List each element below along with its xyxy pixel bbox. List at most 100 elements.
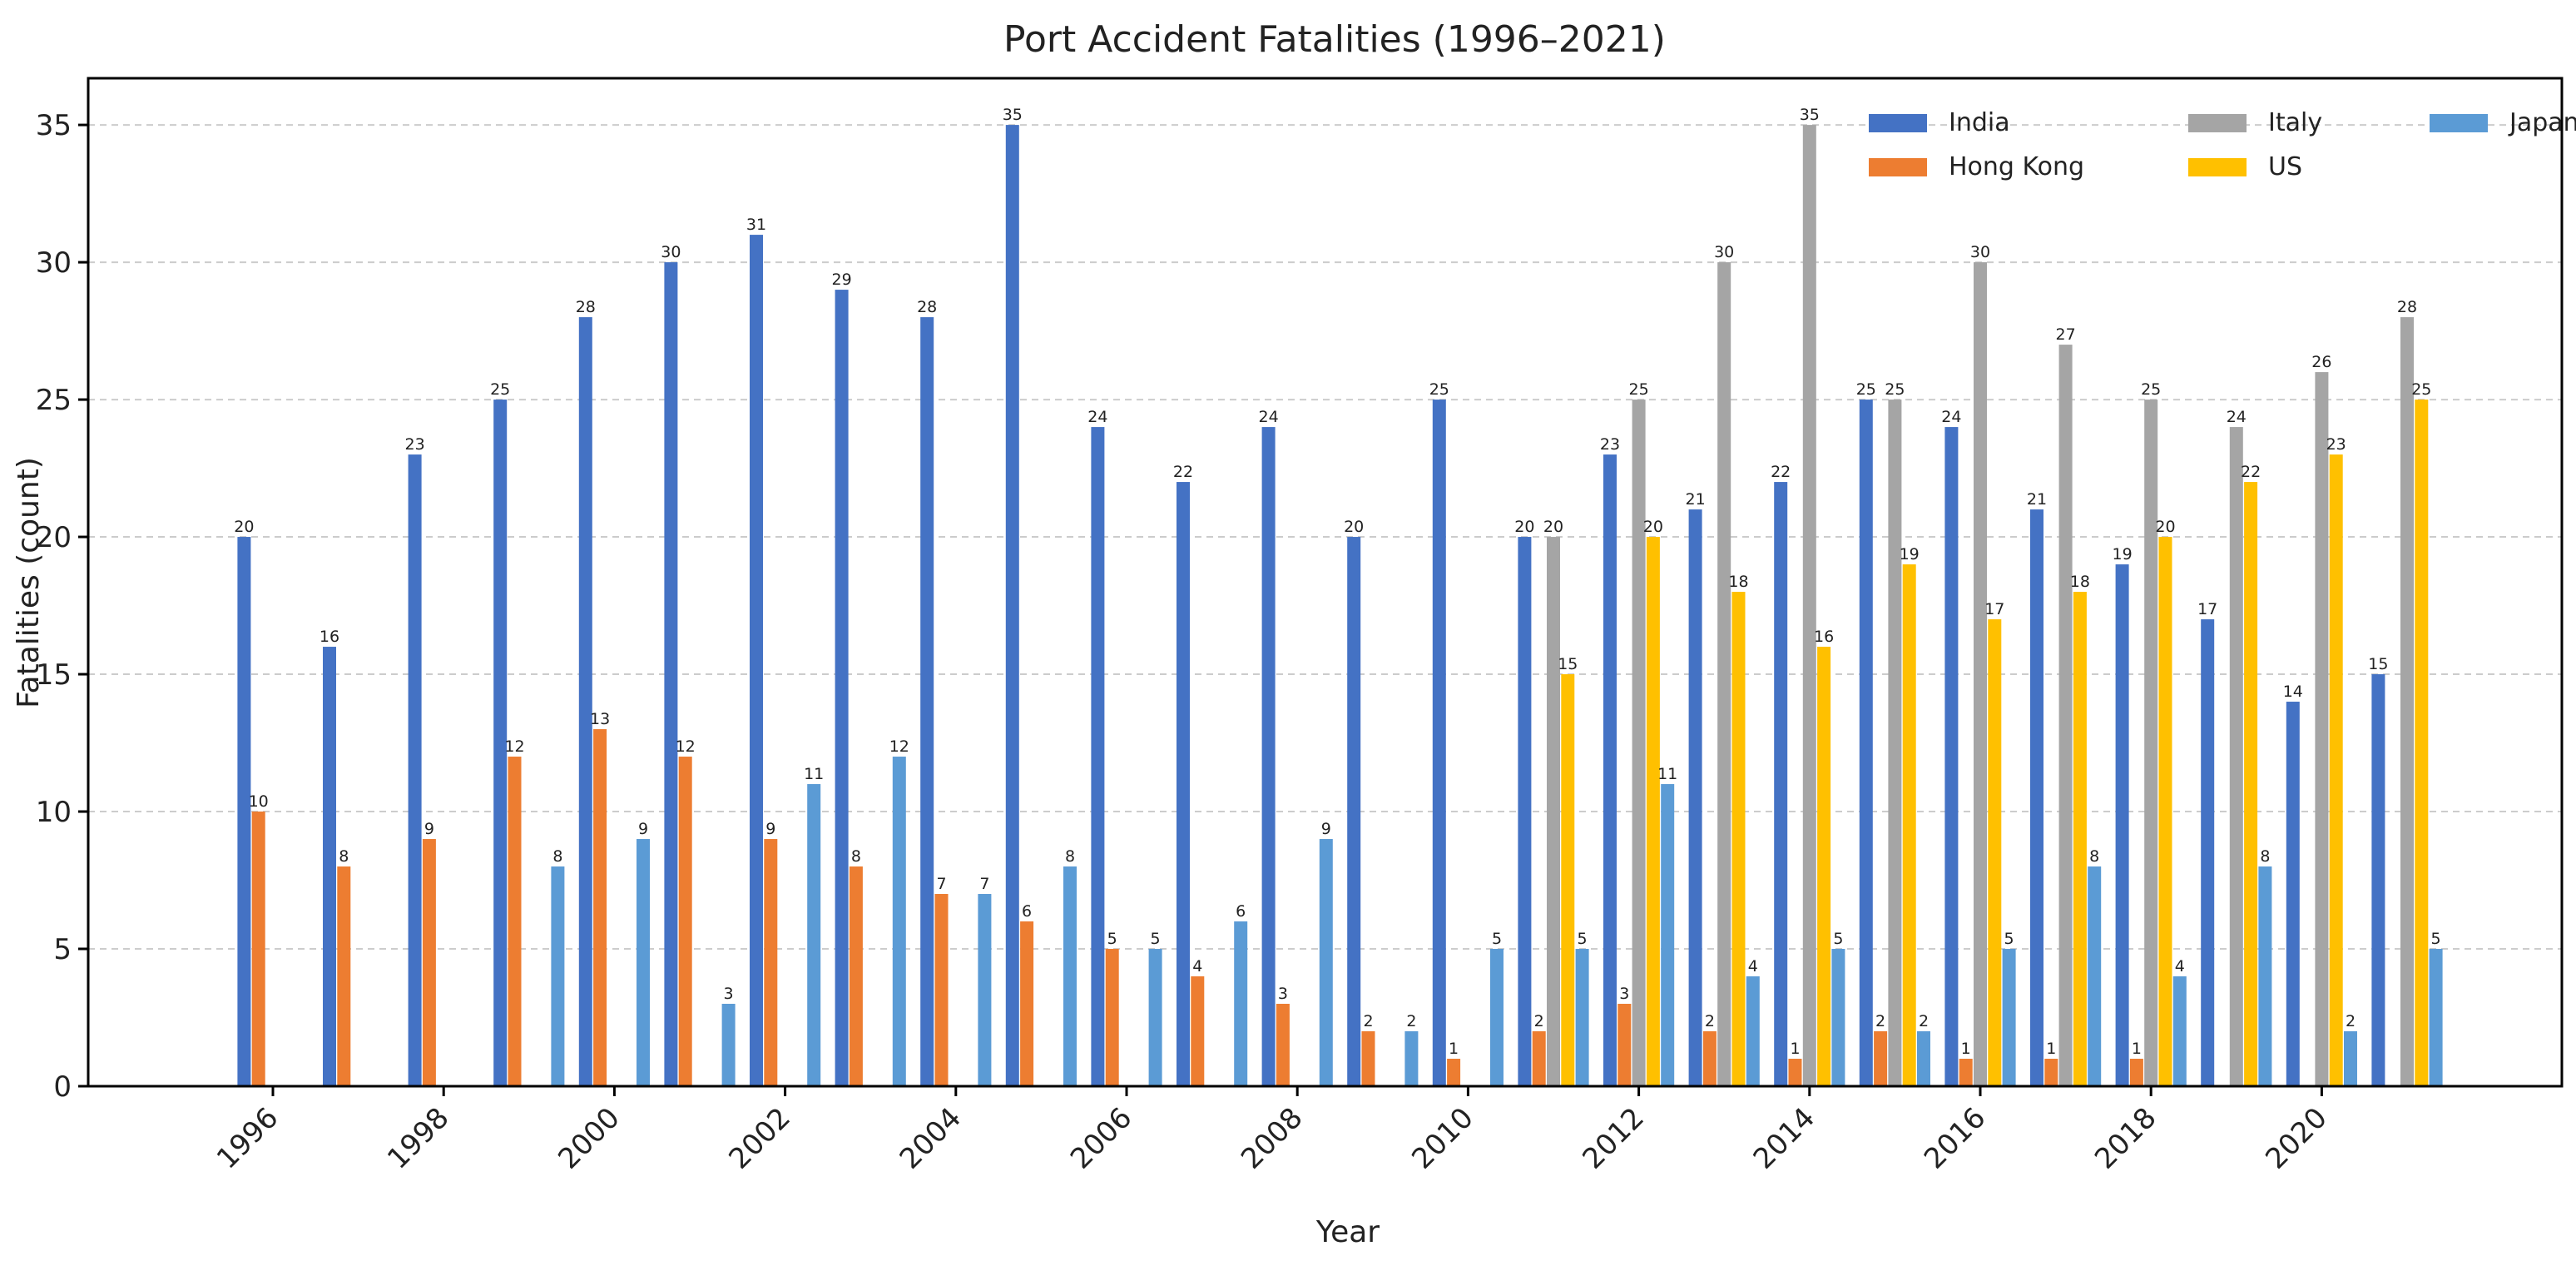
bar-india-1996 (237, 537, 251, 1086)
bar-india-2002 (750, 235, 763, 1086)
legend-label-japan: Japan (2508, 108, 2576, 137)
value-label-japan-2008: 9 (1321, 820, 1331, 838)
y-tick-label-0: 0 (53, 1070, 72, 1104)
bar-hong-kong-2006 (1105, 949, 1119, 1086)
value-label-hong-kong-2008: 3 (1278, 985, 1288, 1003)
bar-india-2020 (2286, 702, 2300, 1086)
value-label-italy-2011: 20 (1543, 518, 1563, 536)
value-label-us-2012: 20 (1643, 518, 1663, 536)
x-tick-label-3: 2002 (722, 1101, 796, 1175)
y-tick-label-1: 5 (53, 933, 72, 966)
bar-japan-2008 (1319, 839, 1333, 1086)
value-label-india-2008: 24 (1259, 408, 1279, 426)
bar-japan-2019 (2258, 866, 2272, 1086)
value-label-japan-2002: 11 (804, 765, 824, 783)
value-label-japan-2011: 5 (1578, 930, 1588, 948)
bar-italy-2019 (2229, 427, 2243, 1086)
bar-us-2012 (1646, 537, 1660, 1086)
value-label-hong-kong-2018: 1 (2132, 1040, 2142, 1058)
value-label-india-2003: 29 (832, 271, 852, 289)
x-tick-label-4: 2004 (894, 1101, 968, 1175)
bar-japan-2020 (2344, 1031, 2357, 1086)
value-label-hong-kong-2000: 13 (590, 710, 610, 728)
bar-italy-2017 (2058, 345, 2073, 1086)
x-tick-label-10: 2016 (1918, 1101, 1992, 1175)
value-label-us-2015: 19 (1900, 545, 1920, 563)
legend-label-us: US (2268, 152, 2302, 181)
bar-hong-kong-2000 (593, 729, 607, 1086)
y-axis-ticks: 0 5 10 15 20 25 30 35 (36, 109, 88, 1104)
legend-label-italy: Italy (2268, 108, 2322, 137)
value-label-hong-kong-2009: 2 (1363, 1012, 1373, 1030)
value-label-hong-kong-2006: 5 (1107, 930, 1117, 948)
value-label-japan-2021: 5 (2431, 930, 2441, 948)
legend-swatch-hong-kong (1869, 158, 1927, 176)
bar-hong-kong-2001 (678, 757, 692, 1086)
bar-hong-kong-2015 (1874, 1031, 1888, 1086)
value-label-japan-2014: 5 (1833, 930, 1843, 948)
value-label-india-2000: 28 (576, 298, 596, 316)
value-label-japan-2017: 8 (2089, 847, 2099, 866)
value-label-india-1998: 23 (405, 435, 425, 454)
value-label-hong-kong-2013: 2 (1705, 1012, 1715, 1030)
value-label-india-2012: 23 (1600, 435, 1620, 454)
bar-italy-2011 (1547, 537, 1560, 1086)
bar-japan-2002 (807, 784, 821, 1086)
value-label-india-2020: 14 (2283, 683, 2303, 701)
bar-india-2017 (2030, 509, 2043, 1086)
bar-japan-2014 (1831, 949, 1845, 1086)
bar-hong-kong-2012 (1617, 1004, 1632, 1086)
value-label-us-2011: 15 (1558, 655, 1578, 673)
x-tick-label-11: 2018 (2088, 1101, 2162, 1175)
x-axis-label: Year (1315, 1215, 1380, 1249)
bar-india-2007 (1177, 482, 1190, 1086)
x-tick-label-8: 2012 (1576, 1101, 1650, 1175)
bar-hong-kong-2017 (2044, 1059, 2058, 1086)
value-label-hong-kong-1999: 12 (504, 737, 524, 756)
bar-hong-kong-2014 (1788, 1059, 1802, 1086)
bar-india-2000 (578, 317, 592, 1086)
legend-swatch-india (1869, 114, 1927, 132)
value-label-japan-2007: 6 (1236, 902, 1246, 921)
bar-hong-kong-1997 (337, 866, 351, 1086)
y-tick-label-5: 25 (36, 384, 72, 417)
bar-us-2015 (1902, 564, 1916, 1086)
value-label-italy-2016: 30 (1970, 243, 1990, 261)
legend-label-hong-kong: Hong Kong (1949, 152, 2084, 181)
value-label-us-2020: 23 (2326, 435, 2346, 454)
bar-us-2019 (2244, 482, 2258, 1086)
value-label-india-2017: 21 (2027, 490, 2047, 509)
value-label-india-1997: 16 (320, 628, 339, 646)
bar-japan-2000 (637, 839, 650, 1086)
value-label-hong-kong-1998: 9 (424, 820, 434, 838)
bar-japan-2003 (892, 757, 906, 1086)
value-label-hong-kong-2010: 1 (1449, 1040, 1459, 1058)
value-label-india-1996: 20 (234, 518, 254, 536)
bar-japan-2021 (2429, 949, 2443, 1086)
value-label-japan-1999: 8 (552, 847, 562, 866)
x-tick-label-9: 2014 (1747, 1101, 1821, 1175)
bar-hong-kong-1996 (251, 812, 265, 1086)
bar-italy-2013 (1717, 262, 1731, 1086)
bar-japan-2005 (1063, 866, 1077, 1086)
bar-italy-2021 (2400, 317, 2414, 1086)
bar-japan-2013 (1746, 976, 1760, 1086)
plot-frame (87, 77, 2564, 1088)
bar-india-2001 (664, 262, 678, 1086)
value-label-hong-kong-2011: 2 (1534, 1012, 1544, 1030)
value-label-italy-2013: 30 (1714, 243, 1734, 261)
value-label-india-2004: 28 (917, 298, 937, 316)
value-label-india-2001: 30 (661, 243, 681, 261)
bar-india-2014 (1774, 482, 1788, 1086)
value-label-hong-kong-2015: 2 (1875, 1012, 1885, 1030)
bar-hong-kong-2007 (1191, 976, 1205, 1086)
bar-us-2011 (1561, 674, 1575, 1086)
bar-india-1998 (408, 454, 422, 1086)
legend-swatch-us (2188, 158, 2247, 176)
x-tick-label-2: 2000 (552, 1101, 626, 1175)
value-label-hong-kong-2012: 3 (1619, 985, 1629, 1003)
value-label-italy-2018: 25 (2141, 380, 2161, 399)
bar-japan-2004 (978, 894, 992, 1086)
bar-india-2013 (1688, 509, 1702, 1086)
